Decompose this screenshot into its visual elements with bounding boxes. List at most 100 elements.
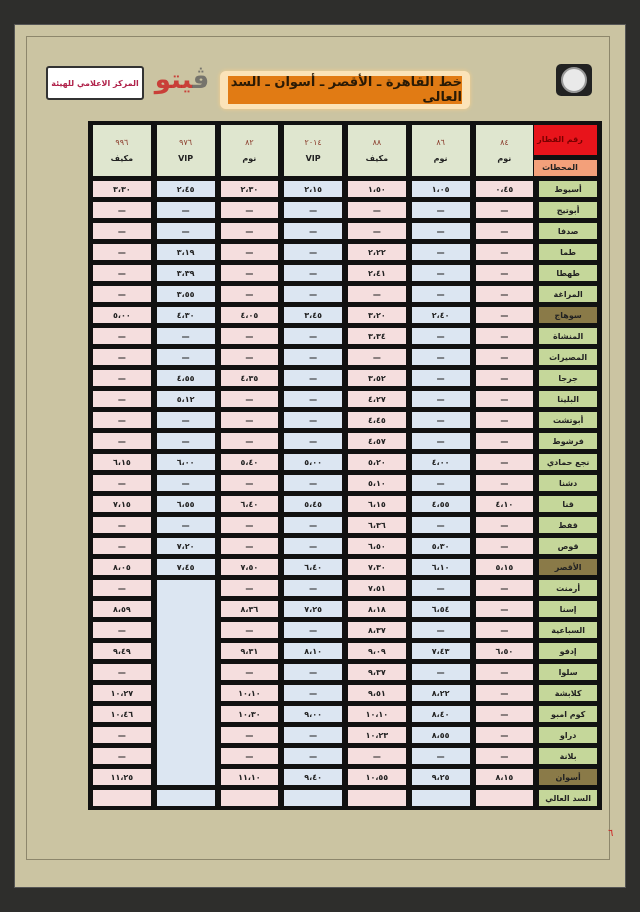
table-row: قوص —٥،٣٠ ٦،٥٠— —٧،٢٠— (92, 537, 598, 555)
header-spacer (522, 156, 598, 159)
time-cell: ٥،٢٠ (347, 453, 407, 471)
time-cell: — (474, 306, 535, 324)
time-cell (474, 789, 535, 807)
time-cell: — (474, 264, 535, 282)
time-cell: ٨،١٠ (283, 642, 343, 660)
time-cell: — (474, 726, 535, 744)
time-cell: ٠،٤٥ (474, 180, 535, 198)
time-cell: — (474, 222, 535, 240)
time-cell: — (283, 201, 343, 219)
time-cell: ٦،٥٠ (347, 537, 407, 555)
time-cell: — (410, 264, 471, 282)
time-cell: ٣،٥٢ (347, 369, 407, 387)
time-cell: — (219, 222, 280, 240)
title-banner: خط القاهرة ـ الأقصر ـ أسوان ـ السد العال… (220, 71, 470, 109)
time-cell: — (474, 747, 535, 765)
station-name: قفط (538, 516, 598, 534)
time-cell: ٥،٤٥ (283, 495, 343, 513)
time-cell: — (410, 243, 471, 261)
station-name: أبوتشت (538, 411, 598, 429)
train-number-label: رقم القطار (522, 124, 598, 156)
time-cell: — (92, 474, 152, 492)
time-cell: — (92, 621, 152, 639)
time-cell: ٢،٣٠ (219, 180, 280, 198)
time-cell: — (474, 453, 535, 471)
time-cell: — (474, 285, 535, 303)
time-cell: — (410, 369, 471, 387)
station-name: طهطا (538, 264, 598, 282)
station-name: السد العالي (538, 789, 598, 807)
time-cell: — (283, 747, 343, 765)
station-name: إدفو (538, 642, 598, 660)
time-cell: ٥،١٠ (347, 474, 407, 492)
time-cell: ٧،٢٥ (283, 600, 343, 618)
time-cell: ٤،١٠ (474, 495, 535, 513)
time-cell: — (283, 243, 343, 261)
time-cell: ٢،٤٥ (155, 180, 216, 198)
time-cell: — (474, 621, 535, 639)
time-cell: ٨،١٥ (474, 768, 535, 786)
time-cell: — (92, 222, 152, 240)
time-cell: ١،٥٠ (347, 180, 407, 198)
header-row: رقم القطار المحطات ٨٤ نوم ٨٦ نوم ٨٨ مكيف ٢٠١٤ V… (92, 124, 598, 177)
station-name: بلانة (538, 747, 598, 765)
time-cell: — (219, 579, 280, 597)
train-number: ٨٤ (500, 137, 509, 147)
time-cell: — (283, 579, 343, 597)
table-row: أبوتيج — — — — — — — (92, 201, 598, 219)
table-row: قفط — —٦،٣٦— — — — (92, 516, 598, 534)
train-type: مكيف (110, 153, 134, 163)
time-cell: ٤،٥٧ (347, 432, 407, 450)
time-cell: — (155, 327, 216, 345)
station-name: دشنا (538, 474, 598, 492)
time-cell: — (155, 474, 216, 492)
train-type: VIP (178, 153, 194, 163)
time-cell: ١٠،١٠ (347, 705, 407, 723)
time-cell: — (92, 243, 152, 261)
time-cell: — (155, 222, 216, 240)
time-cell: ٥،٠٠ (283, 453, 343, 471)
time-cell: — (219, 621, 280, 639)
time-cell: — (283, 432, 343, 450)
station-name: قنا (538, 495, 598, 513)
station-name: البلينا (538, 390, 598, 408)
table-row: دشنا — —٥،١٠— — — — (92, 474, 598, 492)
time-cell: ٧،٤٥ (155, 558, 216, 576)
train-header-6: ٩٩٦ مكيف (92, 124, 152, 177)
train-header-1: ٨٦ نوم (410, 124, 471, 177)
time-cell: — (92, 747, 152, 765)
table-row: أرمنت — —٧،٥١— — — (92, 579, 598, 786)
time-cell: ٨،٢٢ (410, 684, 471, 702)
time-cell: — (474, 411, 535, 429)
train-number: ٩٧٦ (179, 137, 193, 147)
time-cell: ١،٠٥ (410, 180, 471, 198)
time-cell: — (155, 411, 216, 429)
time-cell: — (474, 201, 535, 219)
time-cell: — (410, 411, 471, 429)
time-cell: ٧،٥١ (347, 579, 407, 597)
time-cell: ٧،٢٠ (155, 537, 216, 555)
time-cell: ١٠،٣٠ (219, 705, 280, 723)
station-name: كوم امبو (538, 705, 598, 723)
station-name: أسيوط (538, 180, 598, 198)
table-row: السد العالي (92, 789, 598, 807)
time-cell: — (92, 348, 152, 366)
table-row: كوم امبو —٨،٤٠ ١٠،١٠ ٩،٠٠ ١٠،٣٠ ١٠،٤٦ (92, 705, 598, 723)
time-cell: ٧،٣٠ (347, 558, 407, 576)
time-cell: ٥،٠٠ (92, 306, 152, 324)
time-cell: — (347, 201, 407, 219)
time-cell: ١٠،٥٥ (347, 768, 407, 786)
train-header-4: ٨٢ نوم (219, 124, 280, 177)
time-cell: — (410, 621, 471, 639)
station-name: المصيرات (538, 348, 598, 366)
time-cell: — (474, 327, 535, 345)
station-name: المنشاة (538, 327, 598, 345)
time-cell: — (92, 369, 152, 387)
time-cell: — (219, 285, 280, 303)
table-row: المنشاة — —٣،٣٤— — — — (92, 327, 598, 345)
time-cell: ٩،٠٠ (283, 705, 343, 723)
watermark-logo: ڤيتو (150, 60, 214, 100)
time-cell: ٦،٥٤ (410, 600, 471, 618)
time-cell: ٦،٠٠ (155, 453, 216, 471)
time-cell: — (92, 390, 152, 408)
